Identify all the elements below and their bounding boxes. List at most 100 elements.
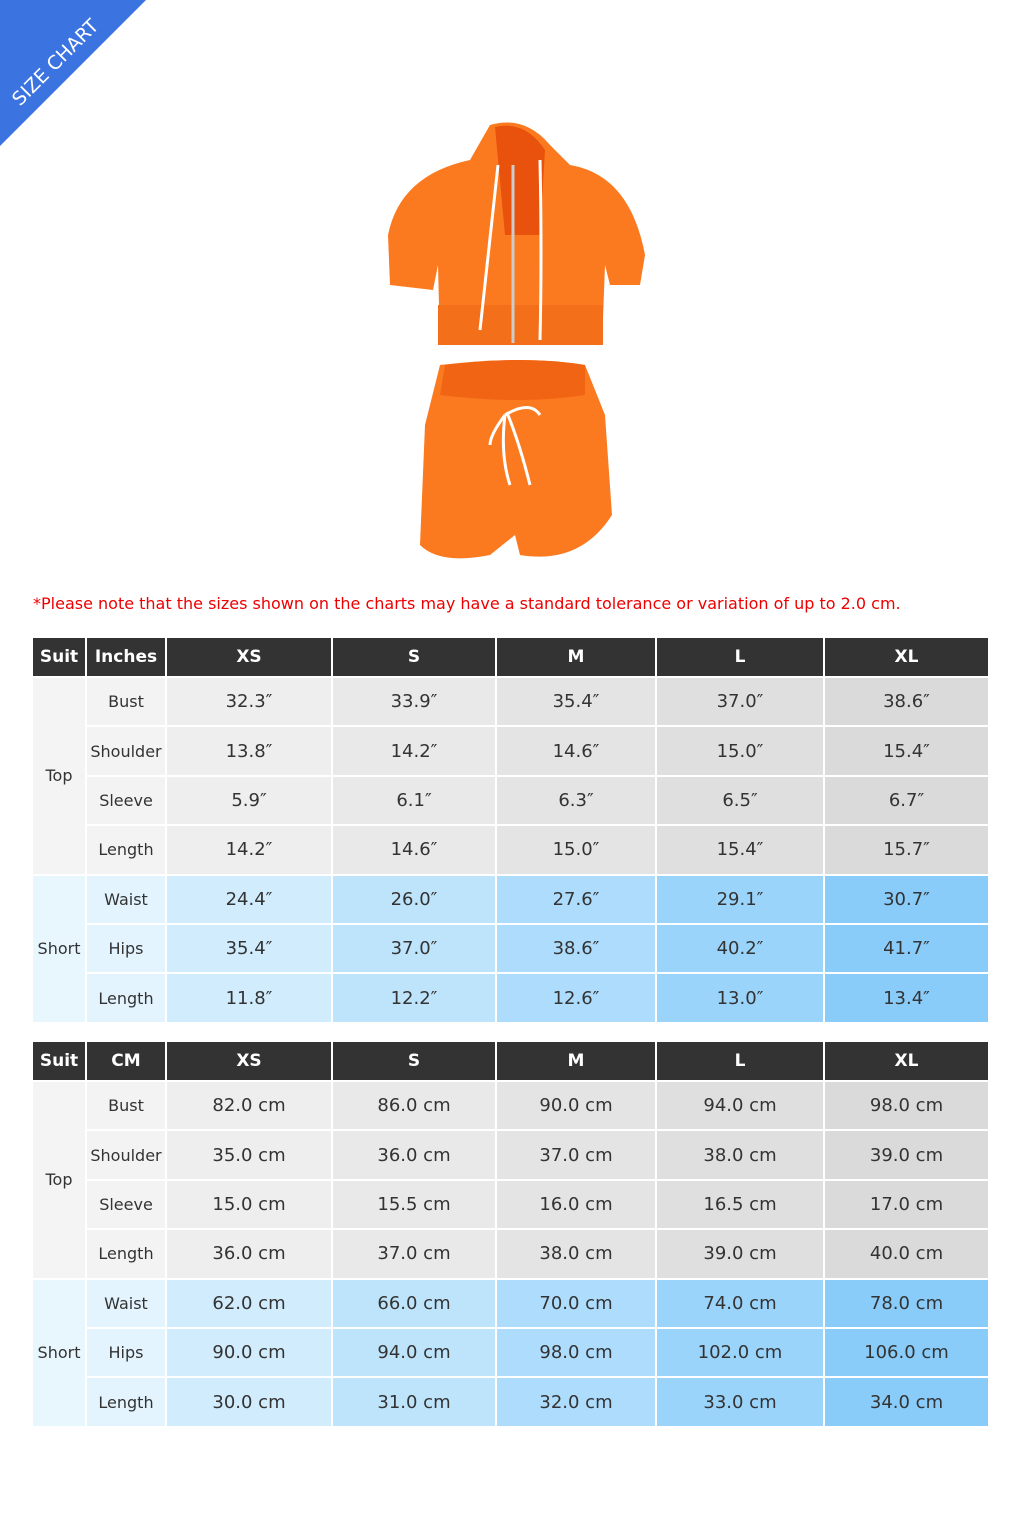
size-value: 26.0″: [333, 875, 495, 923]
header-cell: L: [657, 638, 823, 676]
size-value: 15.4″: [825, 727, 988, 775]
size-value: 82.0 cm: [167, 1082, 331, 1130]
header-cell: XL: [825, 638, 988, 676]
size-value: 13.4″: [825, 974, 988, 1022]
size-value: 14.6″: [497, 727, 655, 775]
size-value: 24.4″: [167, 875, 331, 923]
header-cell: M: [497, 638, 655, 676]
size-value: 37.0″: [333, 925, 495, 973]
size-value: 35.4″: [167, 925, 331, 973]
size-value: 14.2″: [167, 826, 331, 874]
size-value: 13.0″: [657, 974, 823, 1022]
size-value: 30.0 cm: [167, 1378, 331, 1426]
size-value: 37.0″: [657, 678, 823, 726]
row-label: Hips: [87, 1329, 165, 1377]
size-value: 36.0 cm: [333, 1131, 495, 1179]
size-value: 15.0 cm: [167, 1180, 331, 1229]
size-value: 37.0 cm: [497, 1131, 655, 1179]
size-value: 94.0 cm: [657, 1082, 823, 1130]
size-value: 35.0 cm: [167, 1131, 331, 1179]
size-value: 39.0 cm: [825, 1131, 988, 1179]
size-value: 32.0 cm: [497, 1378, 655, 1426]
size-value: 37.0 cm: [333, 1230, 495, 1278]
size-value: 16.5 cm: [657, 1180, 823, 1229]
size-value: 98.0 cm: [497, 1329, 655, 1377]
badge-bg: [0, 0, 146, 146]
row-label: Length: [87, 974, 165, 1022]
badge: SIZE CHART: [0, 0, 146, 146]
size-value: 11.8″: [167, 974, 331, 1022]
size-value: 15.0″: [497, 826, 655, 874]
size-value: 35.4″: [497, 678, 655, 726]
header-cell: XL: [825, 1042, 988, 1080]
row-label: Waist: [87, 875, 165, 923]
size-value: 38.6″: [825, 678, 988, 726]
size-value: 34.0 cm: [825, 1378, 988, 1426]
header-cell: XS: [167, 638, 331, 676]
size-value: 36.0 cm: [167, 1230, 331, 1278]
group-label: Short: [33, 1279, 85, 1426]
row-label: Hips: [87, 925, 165, 973]
size-value: 29.1″: [657, 875, 823, 923]
group-label: Top: [33, 1082, 85, 1278]
size-value: 40.2″: [657, 925, 823, 973]
size-value: 32.3″: [167, 678, 331, 726]
tolerance-note: *Please note that the sizes shown on the…: [33, 594, 901, 613]
size-value: 90.0 cm: [497, 1082, 655, 1130]
size-value: 94.0 cm: [333, 1329, 495, 1377]
size-value: 17.0 cm: [825, 1180, 988, 1229]
size-value: 66.0 cm: [333, 1279, 495, 1327]
size-value: 6.5″: [657, 776, 823, 825]
size-value: 78.0 cm: [825, 1279, 988, 1327]
header-cell: M: [497, 1042, 655, 1080]
header-cell: S: [333, 1042, 495, 1080]
size-value: 38.0 cm: [657, 1131, 823, 1179]
size-value: 90.0 cm: [167, 1329, 331, 1377]
row-label: Waist: [87, 1279, 165, 1327]
size-value: 13.8″: [167, 727, 331, 775]
row-label: Sleeve: [87, 776, 165, 825]
row-label: Bust: [87, 678, 165, 726]
size-value: 33.9″: [333, 678, 495, 726]
size-value: 14.6″: [333, 826, 495, 874]
size-value: 12.6″: [497, 974, 655, 1022]
row-label: Shoulder: [87, 1131, 165, 1179]
size-value: 27.6″: [497, 875, 655, 923]
size-value: 30.7″: [825, 875, 988, 923]
header-cell: Suit: [33, 1042, 85, 1080]
size-value: 15.4″: [657, 826, 823, 874]
header-cell: Inches: [87, 638, 165, 676]
size-value: 86.0 cm: [333, 1082, 495, 1130]
row-label: Bust: [87, 1082, 165, 1130]
size-value: 106.0 cm: [825, 1329, 988, 1377]
row-label: Length: [87, 1378, 165, 1426]
size-value: 40.0 cm: [825, 1230, 988, 1278]
row-label: Length: [87, 826, 165, 874]
size-value: 31.0 cm: [333, 1378, 495, 1426]
row-label: Shoulder: [87, 727, 165, 775]
header-cell: CM: [87, 1042, 165, 1080]
size-value: 5.9″: [167, 776, 331, 825]
size-value: 102.0 cm: [657, 1329, 823, 1377]
size-value: 15.7″: [825, 826, 988, 874]
size-value: 6.1″: [333, 776, 495, 825]
group-label: Top: [33, 678, 85, 874]
size-value: 74.0 cm: [657, 1279, 823, 1327]
size-value: 14.2″: [333, 727, 495, 775]
size-value: 41.7″: [825, 925, 988, 973]
size-value: 6.7″: [825, 776, 988, 825]
size-value: 15.5 cm: [333, 1180, 495, 1229]
size-value: 70.0 cm: [497, 1279, 655, 1327]
size-value: 62.0 cm: [167, 1279, 331, 1327]
group-label: Short: [33, 875, 85, 1022]
row-label: Sleeve: [87, 1180, 165, 1229]
size-value: 38.6″: [497, 925, 655, 973]
row-label: Length: [87, 1230, 165, 1278]
size-value: 38.0 cm: [497, 1230, 655, 1278]
size-value: 6.3″: [497, 776, 655, 825]
size-value: 15.0″: [657, 727, 823, 775]
header-cell: L: [657, 1042, 823, 1080]
header-cell: S: [333, 638, 495, 676]
header-cell: Suit: [33, 638, 85, 676]
